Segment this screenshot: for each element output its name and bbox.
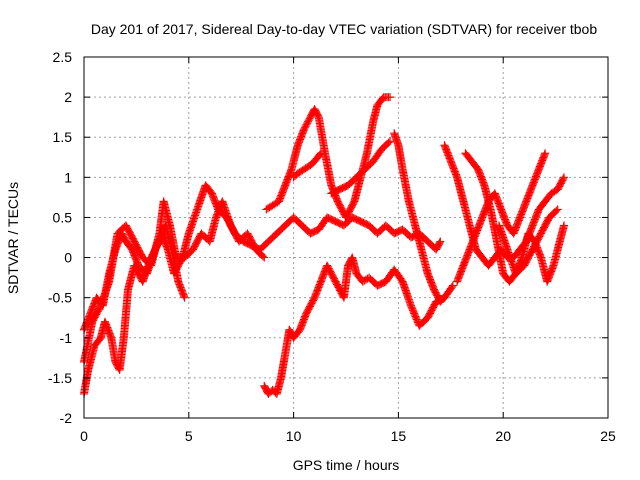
series-sat-f <box>289 149 325 182</box>
plus-marker <box>448 281 457 290</box>
plus-marker <box>435 238 444 247</box>
y-tick-label: 0.5 <box>53 209 73 225</box>
x-tick-label: 5 <box>185 428 193 444</box>
series-sat-h <box>390 129 449 306</box>
x-axis-title: GPS time / hours <box>293 457 400 473</box>
plus-marker <box>260 253 269 262</box>
y-tick-label: 2 <box>64 89 72 105</box>
plus-marker <box>386 137 395 146</box>
plus-marker <box>180 293 189 302</box>
x-tick-label: 15 <box>391 428 407 444</box>
y-tick-label: 0 <box>64 250 72 266</box>
chart-title: Day 201 of 2017, Sidereal Day-to-day VTE… <box>91 21 598 37</box>
y-tick-label: -0.5 <box>48 290 72 306</box>
plus-marker <box>552 206 561 215</box>
plus-marker <box>386 93 395 102</box>
plus-marker <box>559 221 568 230</box>
plus-marker <box>315 150 324 159</box>
y-tick-label: 1.5 <box>53 129 73 145</box>
x-tick-labels: 0 5 10 15 20 25 <box>80 428 616 444</box>
y-tick-labels: -2 -1.5 -1 -0.5 0 0.5 1 1.5 2 2.5 <box>48 49 72 426</box>
x-tick-label: 0 <box>80 428 88 444</box>
plus-marker <box>440 293 449 302</box>
y-tick-label: 1 <box>64 169 72 185</box>
x-tick-label: 20 <box>495 428 511 444</box>
data-markers <box>80 93 568 398</box>
plus-marker <box>559 174 568 183</box>
series-sat-d <box>262 93 395 222</box>
plus-marker <box>553 205 562 214</box>
y-tick-label: -2 <box>60 410 73 426</box>
axis-ticks <box>83 56 609 419</box>
plus-marker <box>541 149 550 158</box>
series-sat-g <box>260 253 457 398</box>
plot-frame <box>83 56 609 419</box>
series-sat-l <box>495 205 562 278</box>
plus-marker <box>436 237 445 246</box>
y-tick-label: 2.5 <box>53 49 73 65</box>
series-sat-k <box>461 149 568 286</box>
plus-marker <box>439 295 448 304</box>
plus-marker <box>559 173 568 182</box>
series-sat-e <box>327 137 395 198</box>
y-tick-label: -1 <box>60 330 73 346</box>
series-sat-j <box>453 149 550 286</box>
plus-marker <box>258 252 267 261</box>
plus-marker <box>447 283 456 292</box>
x-tick-label: 25 <box>600 428 616 444</box>
y-axis-title: SDTVAR / TECUs <box>5 182 21 294</box>
series-sat-c <box>80 197 269 366</box>
y-tick-label: -1.5 <box>48 370 72 386</box>
x-tick-label: 10 <box>286 428 302 444</box>
plus-marker <box>384 138 393 147</box>
plus-marker <box>316 149 325 158</box>
